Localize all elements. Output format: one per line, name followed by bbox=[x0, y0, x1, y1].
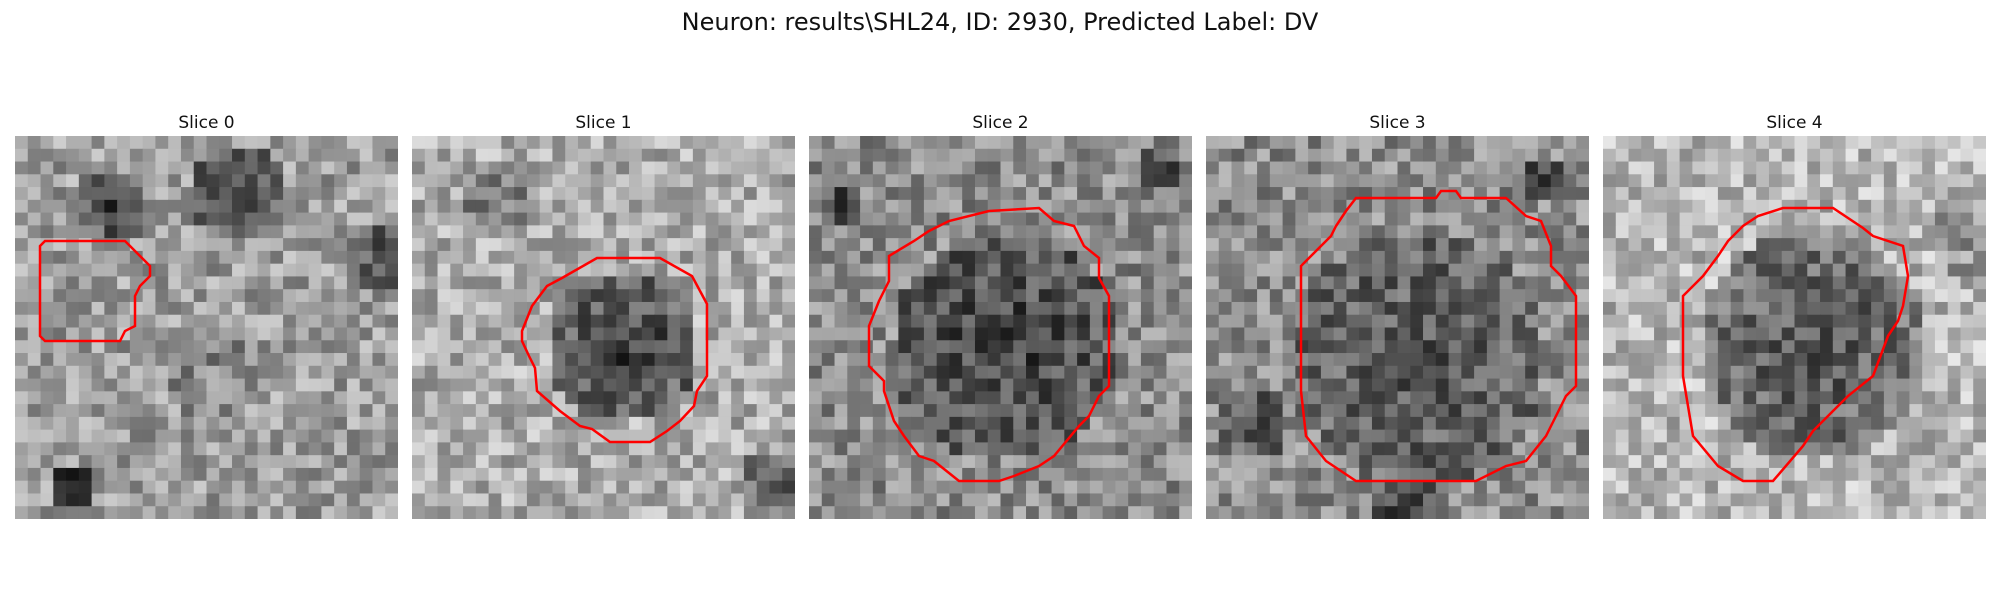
slice-image-2 bbox=[809, 136, 1192, 519]
slice-panel-3: Slice 3 bbox=[1206, 112, 1589, 519]
grayscale-pixels bbox=[412, 136, 795, 519]
slice-title-2: Slice 2 bbox=[809, 112, 1192, 134]
figure-title: Neuron: results\SHL24, ID: 2930, Predict… bbox=[0, 8, 2000, 36]
slice-title-0: Slice 0 bbox=[15, 112, 398, 134]
slice-image-1 bbox=[412, 136, 795, 519]
slice-panel-4: Slice 4 bbox=[1603, 112, 1986, 519]
slice-panel-0: Slice 0 bbox=[15, 112, 398, 519]
slice-title-3: Slice 3 bbox=[1206, 112, 1589, 134]
slice-image-4 bbox=[1603, 136, 1986, 519]
grayscale-pixels bbox=[809, 136, 1192, 519]
slice-image-3 bbox=[1206, 136, 1589, 519]
grayscale-pixels bbox=[15, 136, 398, 519]
slice-panel-1: Slice 1 bbox=[412, 112, 795, 519]
slice-panel-2: Slice 2 bbox=[809, 112, 1192, 519]
grayscale-pixels bbox=[1206, 136, 1589, 519]
grayscale-pixels bbox=[1603, 136, 1986, 519]
slice-image-0 bbox=[15, 136, 398, 519]
slice-title-1: Slice 1 bbox=[412, 112, 795, 134]
slice-title-4: Slice 4 bbox=[1603, 112, 1986, 134]
